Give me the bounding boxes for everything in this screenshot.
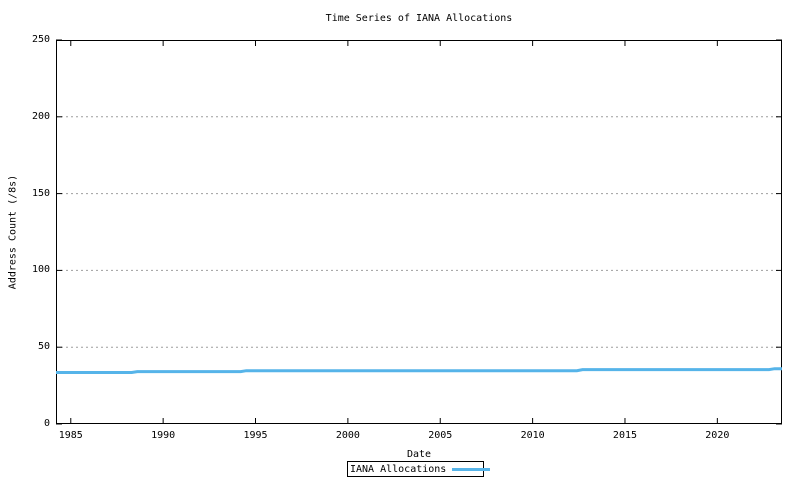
chart-title: Time Series of IANA Allocations (325, 13, 513, 24)
y-axis-label: Address Count (/8s) (7, 174, 19, 290)
y-tick-label: 150 (31, 187, 50, 199)
legend-line-sample-icon (452, 467, 491, 471)
plot-border (56, 40, 782, 424)
x-tick-label: 2015 (612, 430, 638, 441)
x-tick-label: 2010 (520, 430, 545, 441)
x-axis-label: Date (406, 449, 432, 460)
legend-box: IANA Allocations (347, 461, 491, 477)
x-tick-label: 2020 (705, 430, 730, 441)
x-tick-label: 1995 (243, 430, 268, 441)
y-tick-label: 250 (31, 34, 50, 45)
y-tick-label: 0 (43, 418, 50, 429)
x-tick-label: 1985 (58, 430, 83, 441)
x-tick-label: 2000 (335, 430, 360, 441)
legend-series-label: IANA Allocations (350, 463, 447, 475)
y-tick-label: 100 (31, 264, 50, 276)
series-line-iana-allocations (56, 367, 782, 374)
x-tick-label: 1990 (151, 430, 176, 441)
x-tick-label: 2005 (428, 430, 453, 441)
y-tick-label: 50 (37, 341, 50, 353)
y-tick-label: 200 (31, 110, 50, 122)
